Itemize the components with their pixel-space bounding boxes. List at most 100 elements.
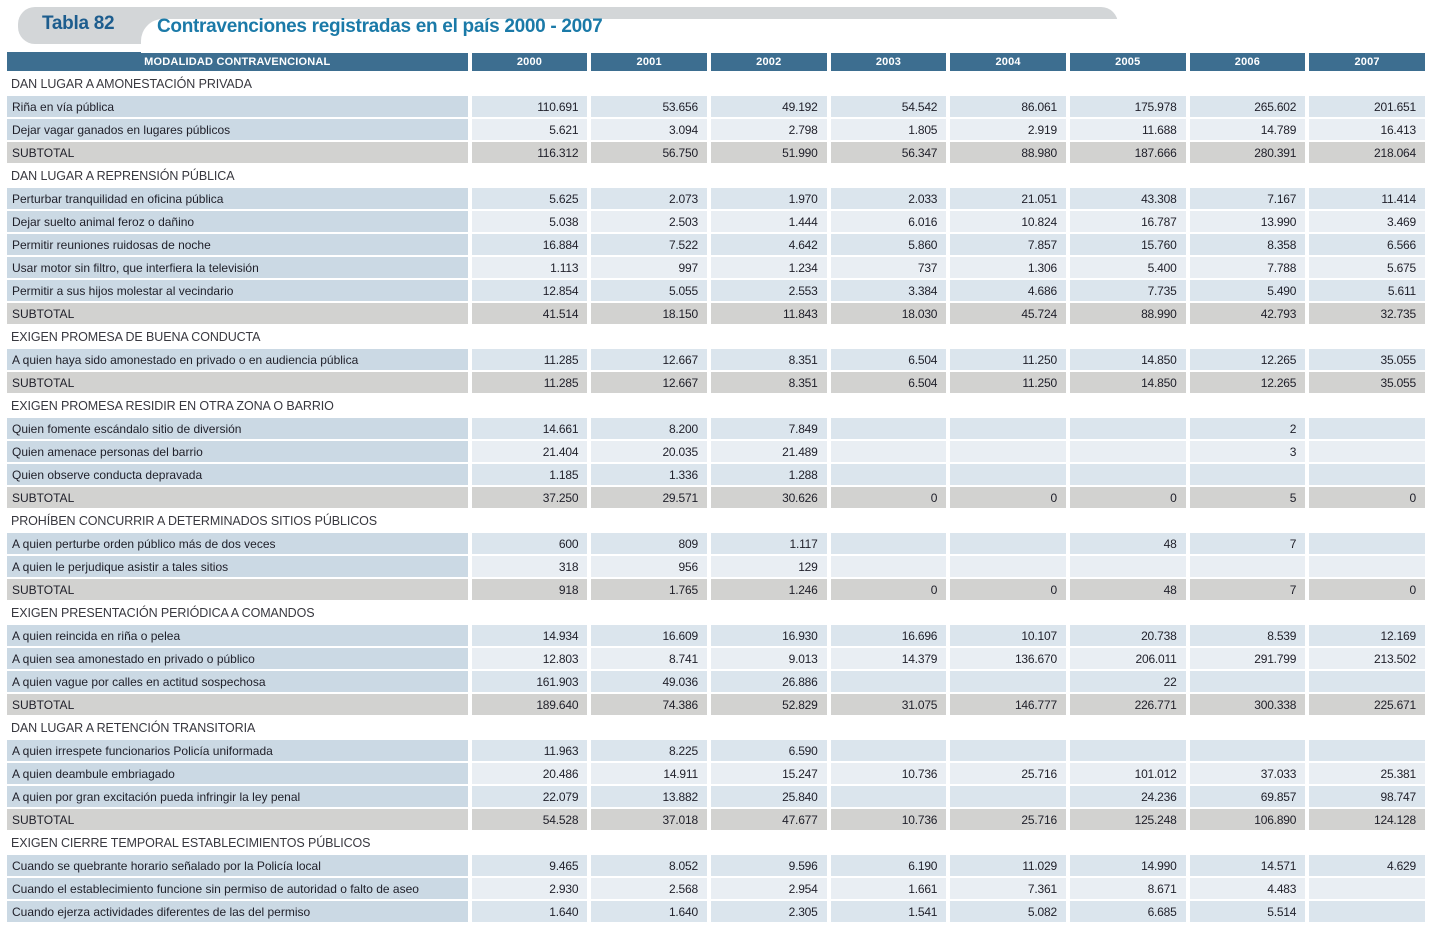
row-label-cell: Riña en vía pública <box>7 96 468 117</box>
subtotal-value-cell: 14.850 <box>1069 372 1186 393</box>
value-cell: 21.051 <box>950 188 1066 209</box>
value-cell: 12.265 <box>1189 349 1306 370</box>
header-row: MODALIDAD CONTRAVENCIONAL 2000 2001 2002 200… <box>7 52 1425 71</box>
value-cell <box>950 786 1066 807</box>
value-cell: 11.029 <box>950 855 1066 876</box>
value-cell: 69.857 <box>1189 786 1306 807</box>
value-cell <box>1309 671 1425 692</box>
value-cell: 9.465 <box>471 855 588 876</box>
subtotal-value-cell: 37.250 <box>471 487 588 508</box>
value-cell: 213.502 <box>1309 648 1425 669</box>
column-header-year: 2004 <box>950 52 1066 71</box>
value-cell: 12.803 <box>471 648 588 669</box>
value-cell: 1.661 <box>830 878 947 899</box>
row-label-cell: Permitir reuniones ruidosas de noche <box>7 234 468 255</box>
row-label-cell: A quien vague por calles en actitud sosp… <box>7 671 468 692</box>
value-cell <box>1309 901 1425 922</box>
value-cell: 265.602 <box>1189 96 1306 117</box>
value-cell <box>950 556 1066 577</box>
value-cell: 2 <box>1189 418 1306 439</box>
value-cell: 8.671 <box>1069 878 1186 899</box>
data-row: A quien sea amonestado en privado o públ… <box>7 648 1425 669</box>
value-cell: 5.621 <box>471 119 588 140</box>
value-cell: 5.038 <box>471 211 588 232</box>
value-cell: 2.930 <box>471 878 588 899</box>
value-cell: 8.200 <box>591 418 707 439</box>
row-label-cell: A quien reincida en riña o pelea <box>7 625 468 646</box>
subtotal-value-cell: 280.391 <box>1189 142 1306 163</box>
value-cell: 1.185 <box>471 464 588 485</box>
value-cell: 9.596 <box>710 855 827 876</box>
section-title-cell: EXIGEN PROMESA DE BUENA CONDUCTA <box>7 326 1425 347</box>
subtotal-value-cell: 0 <box>830 487 947 508</box>
table-head: MODALIDAD CONTRAVENCIONAL 2000 2001 2002 200… <box>7 52 1425 71</box>
value-cell: 86.061 <box>950 96 1066 117</box>
value-cell: 49.192 <box>710 96 827 117</box>
subtotal-value-cell: 189.640 <box>471 694 588 715</box>
subtotal-value-cell: 31.075 <box>830 694 947 715</box>
value-cell: 956 <box>591 556 707 577</box>
value-cell <box>1069 441 1186 462</box>
table-caption: Tabla 82 Contravenciones registradas en … <box>0 0 1432 53</box>
subtotal-value-cell: 45.724 <box>950 303 1066 324</box>
value-cell: 291.799 <box>1189 648 1306 669</box>
subtotal-row: SUBTOTAL 41.514 18.150 11.843 18.030 45.724 88… <box>7 303 1425 324</box>
column-header-year: 2005 <box>1069 52 1186 71</box>
value-cell: 5.675 <box>1309 257 1425 278</box>
subtotal-value-cell: 10.736 <box>830 809 947 830</box>
value-cell: 4.483 <box>1189 878 1306 899</box>
value-cell: 809 <box>591 533 707 554</box>
value-cell: 4.686 <box>950 280 1066 301</box>
value-cell <box>1309 533 1425 554</box>
subtotal-label-cell: SUBTOTAL <box>7 372 468 393</box>
value-cell: 7 <box>1189 533 1306 554</box>
row-label-cell: A quien por gran excitación pueda infrin… <box>7 786 468 807</box>
value-cell: 161.903 <box>471 671 588 692</box>
value-cell: 20.738 <box>1069 625 1186 646</box>
row-label-cell: Perturbar tranquilidad en oficina públic… <box>7 188 468 209</box>
value-cell: 2.798 <box>710 119 827 140</box>
value-cell: 1.640 <box>471 901 588 922</box>
subtotal-value-cell: 74.386 <box>591 694 707 715</box>
row-label-cell: A quien haya sido amonestado en privado … <box>7 349 468 370</box>
row-label-cell: Permitir a sus hijos molestar al vecinda… <box>7 280 468 301</box>
value-cell <box>1189 740 1306 761</box>
data-row: Usar motor sin filtro, que interfiera la… <box>7 257 1425 278</box>
data-row: Permitir a sus hijos molestar al vecinda… <box>7 280 1425 301</box>
value-cell: 16.413 <box>1309 119 1425 140</box>
table-body: DAN LUGAR A AMONESTACIÓN PRIVADA Riña en … <box>7 73 1425 922</box>
data-row: Riña en vía pública 110.691 53.656 49.192 54… <box>7 96 1425 117</box>
data-row: Cuando ejerza actividades diferentes de … <box>7 901 1425 922</box>
value-cell: 22 <box>1069 671 1186 692</box>
value-cell: 43.308 <box>1069 188 1186 209</box>
value-cell: 2.553 <box>710 280 827 301</box>
value-cell: 7.167 <box>1189 188 1306 209</box>
value-cell <box>950 671 1066 692</box>
subtotal-value-cell: 37.018 <box>591 809 707 830</box>
value-cell: 101.012 <box>1069 763 1186 784</box>
value-cell: 5.400 <box>1069 257 1186 278</box>
value-cell: 6.016 <box>830 211 947 232</box>
subtotal-value-cell: 0 <box>1309 487 1425 508</box>
value-cell: 20.486 <box>471 763 588 784</box>
subtotal-value-cell: 56.750 <box>591 142 707 163</box>
value-cell: 53.656 <box>591 96 707 117</box>
value-cell <box>1309 441 1425 462</box>
value-cell: 11.963 <box>471 740 588 761</box>
subtotal-value-cell: 18.150 <box>591 303 707 324</box>
data-row: Dejar vagar ganados en lugares públicos 5… <box>7 119 1425 140</box>
row-label-cell: A quien le perjudique asistir a tales si… <box>7 556 468 577</box>
section-title-cell: EXIGEN PRESENTACIÓN PERIÓDICA A COMANDOS <box>7 602 1425 623</box>
value-cell: 13.882 <box>591 786 707 807</box>
value-cell: 14.661 <box>471 418 588 439</box>
value-cell <box>830 441 947 462</box>
value-cell: 14.990 <box>1069 855 1186 876</box>
value-cell: 26.886 <box>710 671 827 692</box>
value-cell: 7.361 <box>950 878 1066 899</box>
value-cell: 3.384 <box>830 280 947 301</box>
subtotal-value-cell: 7 <box>1189 579 1306 600</box>
row-label-cell: Usar motor sin filtro, que interfiera la… <box>7 257 468 278</box>
value-cell: 8.358 <box>1189 234 1306 255</box>
value-cell: 15.247 <box>710 763 827 784</box>
